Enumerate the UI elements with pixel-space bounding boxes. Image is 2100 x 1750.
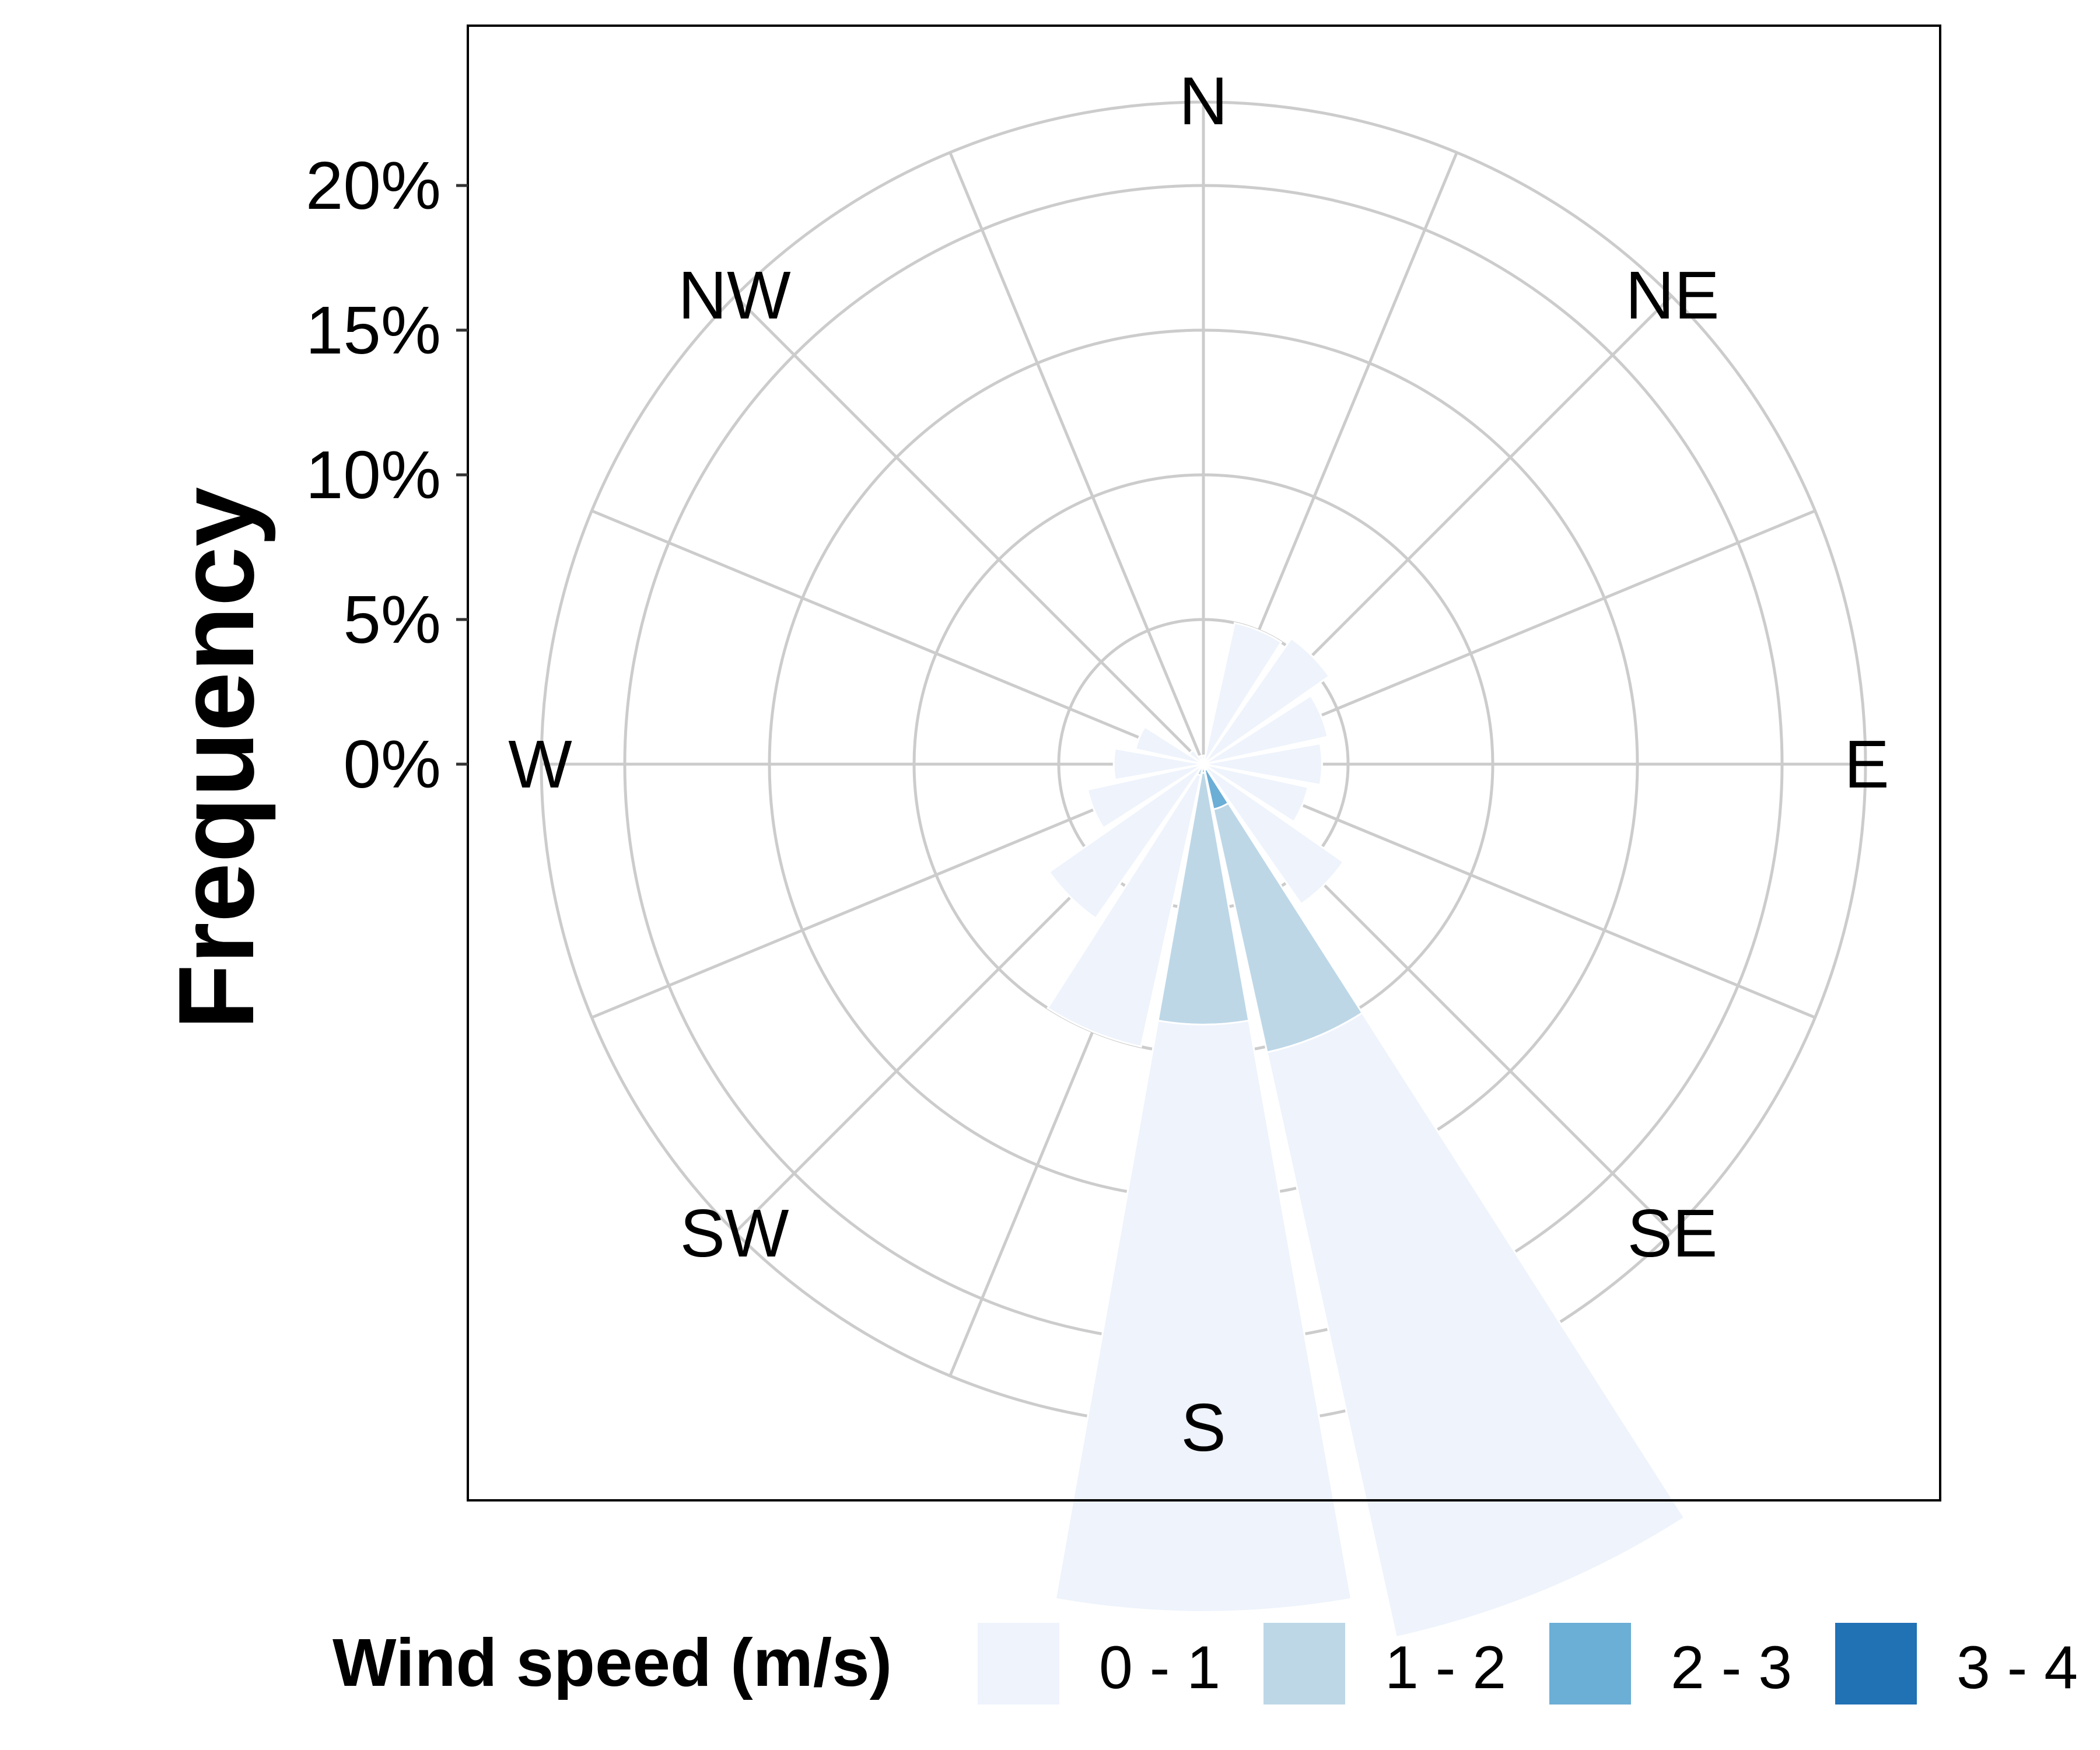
- wind-bar: [1202, 622, 1283, 765]
- wind-bar: [1202, 763, 1345, 905]
- y-axis-title: Frequency: [156, 487, 276, 1030]
- legend-key: [978, 1623, 1059, 1704]
- direction-label-s: S: [1181, 1390, 1226, 1465]
- radial-axis: 0% 5% 10% 15% 20%: [306, 148, 468, 802]
- radial-tick-label: 20%: [306, 148, 441, 223]
- direction-label-w: W: [508, 726, 572, 802]
- wind-bar: [1054, 1019, 1353, 1613]
- wind-bar: [1202, 637, 1331, 765]
- radial-tick-label: 5%: [343, 582, 441, 657]
- legend-label: 2 - 3: [1671, 1634, 1792, 1702]
- radial-tick-label: 15%: [306, 292, 441, 368]
- wind-bars: [1046, 622, 1686, 1639]
- legend-label: 0 - 1: [1099, 1634, 1220, 1702]
- grid-spoke: [734, 295, 1205, 765]
- direction-label-nw: NW: [678, 257, 791, 333]
- legend: Wind speed (m/s) 0 - 1 1 - 2 2 - 3 3 - 4: [332, 1623, 2078, 1704]
- legend-key: [1549, 1623, 1631, 1704]
- wind-bar: [1203, 763, 1309, 823]
- direction-label-se: SE: [1628, 1195, 1718, 1271]
- direction-label-n: N: [1179, 63, 1228, 139]
- legend-title: Wind speed (m/s): [332, 1625, 892, 1700]
- legend-key: [1835, 1623, 1917, 1704]
- wind-bar: [1046, 772, 1202, 1048]
- legend-label: 1 - 2: [1385, 1634, 1506, 1702]
- wind-bar: [1134, 725, 1204, 765]
- direction-labels: N NE E SE S SW W NW: [508, 63, 1889, 1465]
- direction-label-e: E: [1844, 726, 1889, 802]
- direction-label-ne: NE: [1625, 257, 1719, 333]
- legend-label: 3 - 4: [1957, 1634, 2078, 1702]
- wind-bar: [1203, 694, 1329, 765]
- wind-bar: [1086, 763, 1204, 830]
- grid-spoke: [591, 509, 1204, 766]
- wind-bar: [1048, 763, 1205, 920]
- wind-bar: [1203, 742, 1323, 786]
- grid-spoke: [1203, 762, 1816, 1019]
- wind-bar: [1112, 747, 1204, 781]
- legend-key: [1264, 1623, 1345, 1704]
- grid-spoke: [949, 152, 1205, 765]
- wind-bar: [1197, 754, 1205, 765]
- direction-label-sw: SW: [680, 1195, 789, 1271]
- wind-bar: [1266, 1012, 1686, 1639]
- radial-tick-label: 0%: [343, 726, 441, 802]
- radial-tick-label: 10%: [306, 437, 441, 513]
- wind-bar: [1188, 748, 1205, 765]
